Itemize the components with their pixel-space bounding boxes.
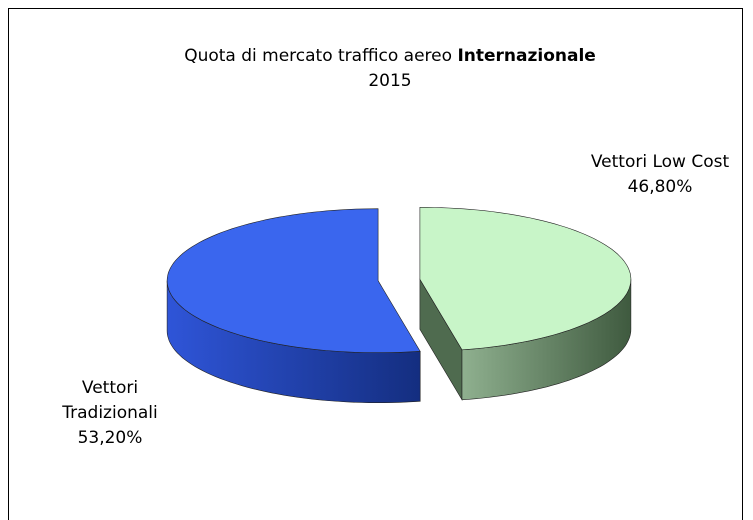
chart-title: Quota di mercato traffico aereo (184, 46, 453, 66)
chart-subtitle: 2015 (368, 71, 412, 91)
chart-title-emphasis: Internazionale (457, 46, 596, 66)
slice-label: Vettori Tradizionali 53,20% (40, 376, 180, 451)
slice (166, 208, 421, 353)
slice (419, 207, 632, 351)
category-label: Vettori Tradizionali (62, 378, 158, 423)
chart-title-block: Quota di mercato traffico aereo Internaz… (0, 44, 753, 94)
category-label: Vettori Low Cost (590, 152, 730, 172)
value-label: 46,80% (627, 177, 693, 197)
value-label: 53,20% (77, 428, 143, 448)
chart-frame (8, 8, 743, 520)
slice-label: Vettori Low Cost 46,80% (590, 150, 730, 200)
